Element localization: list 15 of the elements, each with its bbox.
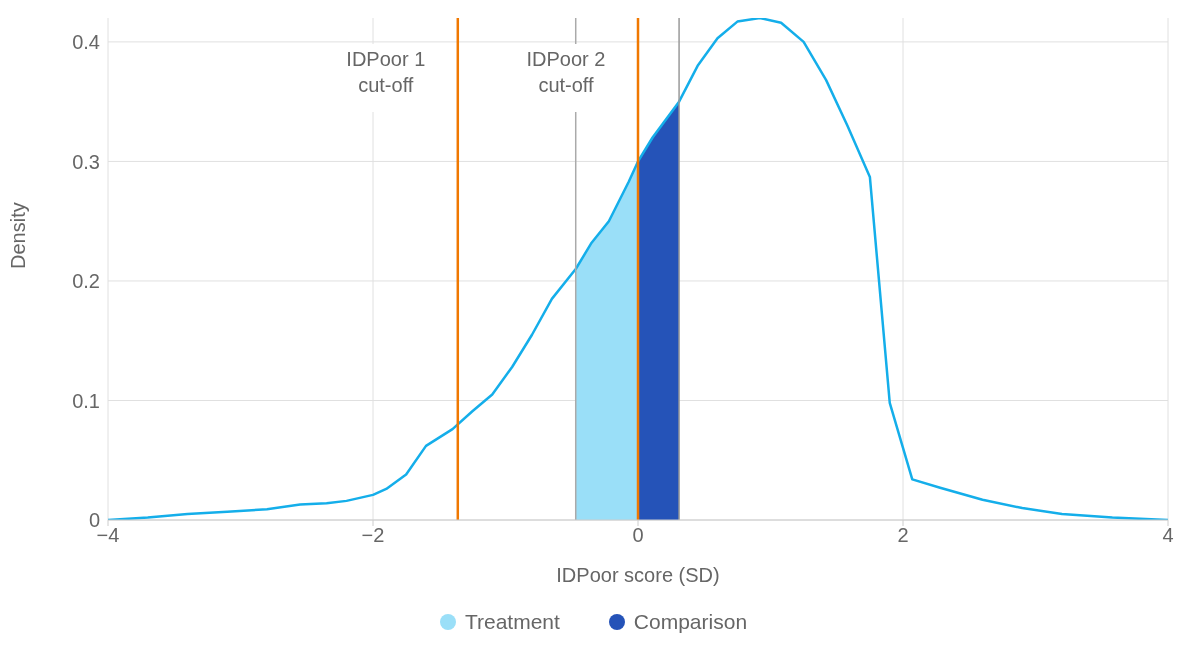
ref-line-label: IDPoor 1 cut-off <box>346 48 426 96</box>
x-tick-label: 0 <box>632 524 644 547</box>
x-tick-label: 4 <box>1162 524 1174 547</box>
y-tick-label: 0 <box>88 509 100 532</box>
y-tick-label: 0.4 <box>72 31 100 53</box>
y-tick-label: 0.2 <box>72 270 100 293</box>
legend-label: Treatment <box>463 610 560 634</box>
y-tick-label: 0.3 <box>72 150 100 173</box>
x-tick-label: −2 <box>361 524 385 547</box>
ref-line-label: IDPoor 2 cut-off <box>526 48 606 96</box>
y-tick-label: 0.1 <box>72 389 100 412</box>
x-tick-label: 2 <box>897 524 909 547</box>
legend-label: Comparison <box>632 610 748 634</box>
x-axis-title: IDPoor score (SD) <box>556 564 720 586</box>
y-axis-title: Density <box>7 202 30 269</box>
